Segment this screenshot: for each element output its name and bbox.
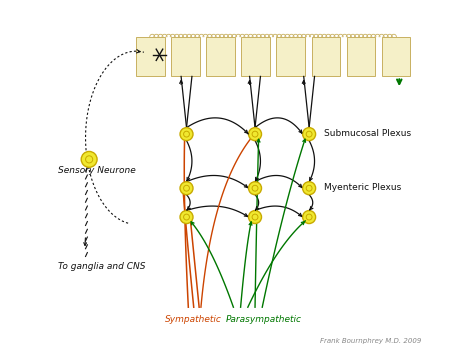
Text: Parasympathetic: Parasympathetic [226, 315, 302, 324]
Text: Submucosal Plexus: Submucosal Plexus [324, 129, 410, 138]
FancyBboxPatch shape [346, 37, 375, 76]
Text: Sensory Neurone: Sensory Neurone [58, 166, 136, 175]
FancyBboxPatch shape [241, 37, 270, 76]
Circle shape [302, 128, 316, 140]
Text: To ganglia and CNS: To ganglia and CNS [58, 262, 146, 272]
FancyBboxPatch shape [137, 37, 164, 76]
Circle shape [180, 128, 193, 140]
FancyBboxPatch shape [172, 37, 200, 76]
Circle shape [248, 128, 262, 140]
Circle shape [81, 151, 97, 167]
Circle shape [180, 182, 193, 195]
Circle shape [302, 182, 316, 195]
FancyBboxPatch shape [382, 37, 410, 76]
FancyBboxPatch shape [206, 37, 235, 76]
Text: Sympathetic: Sympathetic [165, 315, 222, 324]
Circle shape [248, 211, 262, 224]
Circle shape [302, 211, 316, 224]
Text: Myenteric Plexus: Myenteric Plexus [324, 183, 401, 192]
Circle shape [248, 182, 262, 195]
FancyBboxPatch shape [311, 37, 340, 76]
Circle shape [180, 211, 193, 224]
Text: Frank Bournphrey M.D. 2009: Frank Bournphrey M.D. 2009 [320, 338, 421, 344]
FancyBboxPatch shape [276, 37, 305, 76]
